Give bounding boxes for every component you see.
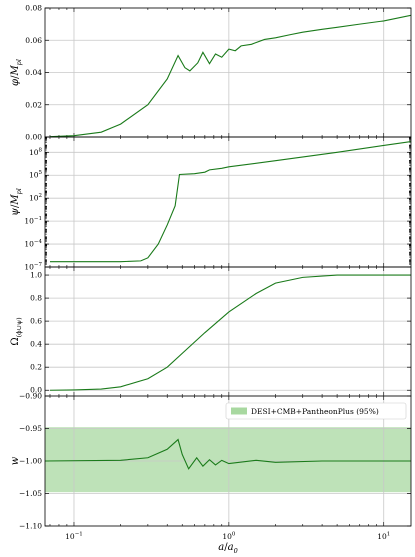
series-line — [49, 14, 411, 137]
legend-box — [225, 402, 407, 420]
x-tick-label: 100 — [222, 532, 236, 542]
x-tick-label: 10−1 — [65, 532, 83, 542]
series-line — [45, 438, 411, 470]
y-tick-label: 0.00 — [25, 133, 42, 142]
y-tick-label: 0.0 — [30, 386, 42, 395]
series-line — [49, 274, 411, 391]
y-tick-label: 10−1 — [24, 216, 42, 226]
y-tick-label: 10−4 — [24, 239, 42, 249]
y-tick-label: −1.05 — [19, 489, 42, 498]
panel-4: −1.10 −1.05 −1.00 −0.95 −0.90 w DESI+CMB+Panth… — [10, 392, 412, 555]
y-tick-label: 108 — [29, 147, 43, 157]
y-tick-label: 0.4 — [30, 340, 42, 349]
x-tick-label: 101 — [377, 532, 390, 542]
y-tick-label: −1.10 — [19, 522, 42, 531]
series-line — [49, 141, 411, 263]
y-tick-label: 0.04 — [25, 68, 42, 77]
panel-2: 10−7 10−4 10−1 102 105 108 ψ/Mpl — [10, 136, 412, 272]
confidence-band — [45, 427, 411, 493]
y-axis-label: φ/Mpl — [10, 59, 23, 86]
y-tick-label: 0.06 — [25, 36, 42, 45]
y-tick-label: 0.08 — [25, 4, 42, 13]
legend-swatch — [231, 407, 247, 415]
y-tick-label: 1.0 — [30, 271, 42, 280]
panel-frame — [44, 136, 412, 268]
panel-1: 0.00 0.02 0.04 0.06 0.08 φ/Mpl — [10, 4, 412, 142]
y-axis-label: w — [10, 456, 21, 465]
y-tick-label: 0.6 — [30, 317, 42, 326]
y-tick-label: 0.2 — [30, 363, 42, 372]
y-axis-label: ψ/Mpl — [10, 188, 23, 216]
panel-3: 0.0 0.2 0.4 0.6 0.8 1.0 Ω(ϕ∪ψ) — [10, 266, 412, 397]
y-tick-label: 10−7 — [24, 262, 42, 272]
y-tick-label: −1.00 — [19, 457, 42, 466]
legend: DESI+CMB+PantheonPlus (95%) — [225, 402, 407, 420]
y-tick-label: 105 — [29, 170, 43, 180]
y-tick-label: 0.02 — [25, 100, 42, 109]
y-axis-label: Ω(ϕ∪ψ) — [10, 317, 23, 346]
panel-frame — [44, 266, 412, 397]
y-tick-label: 102 — [29, 193, 42, 203]
panel-frame — [44, 395, 412, 527]
y-tick-label: −0.90 — [19, 392, 42, 401]
y-tick-label: 0.8 — [30, 294, 42, 303]
legend-label: DESI+CMB+PantheonPlus (95%) — [251, 407, 379, 416]
y-tick-label: −0.95 — [19, 424, 42, 433]
x-axis-label: a/a0 — [218, 542, 237, 555]
